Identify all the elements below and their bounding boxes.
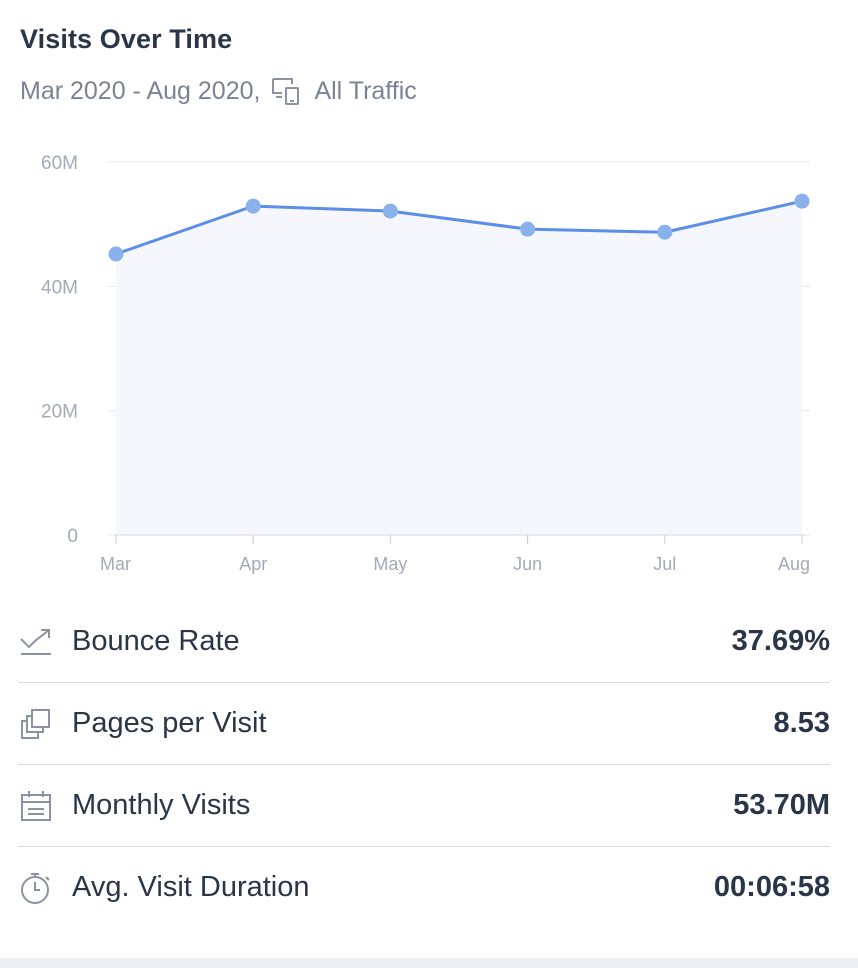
x-tick-label: May	[373, 554, 407, 574]
x-tick-label: Aug	[778, 554, 810, 574]
stopwatch-icon	[18, 870, 54, 906]
metric-label: Bounce Rate	[72, 625, 240, 657]
y-tick-label: 0	[67, 526, 78, 547]
metric-label: Pages per Visit	[72, 707, 267, 739]
metric-row-pages-per-visit: Pages per Visit 8.53	[18, 683, 830, 765]
metric-row-bounce-rate: Bounce Rate 37.69%	[18, 601, 830, 683]
pages-per-visit-icon	[18, 706, 54, 742]
metric-value: 8.53	[773, 707, 830, 739]
metric-value: 37.69%	[731, 625, 830, 657]
card-title: Visits Over Time	[20, 24, 233, 54]
metrics-list: Bounce Rate 37.69% Pages per Visit 8.53	[18, 601, 830, 928]
data-point	[108, 246, 124, 262]
devices-icon	[270, 76, 302, 106]
y-tick-label: 60M	[41, 153, 78, 174]
data-point	[520, 221, 536, 237]
x-tick-label: Jun	[513, 554, 542, 574]
data-point	[794, 193, 810, 209]
metric-row-avg-visit-duration: Avg. Visit Duration 00:06:58	[18, 847, 830, 928]
card-subtitle: Mar 2020 - Aug 2020, All Traffic	[20, 74, 417, 108]
metric-row-monthly-visits: Monthly Visits 53.70M	[18, 765, 830, 847]
x-tick-label: Jul	[653, 554, 676, 574]
y-tick-label: 40M	[41, 277, 78, 298]
traffic-label: All Traffic	[314, 76, 417, 105]
metric-label: Avg. Visit Duration	[72, 871, 310, 903]
date-range: Mar 2020 - Aug 2020,	[20, 76, 261, 105]
visits-line-chart: 0 20M 40M 60M Mar Apr May Jun Jul Aug	[41, 153, 810, 574]
data-point	[657, 224, 673, 240]
series-area	[116, 201, 802, 535]
metric-label: Monthly Visits	[72, 789, 251, 821]
data-point	[382, 203, 398, 219]
y-tick-label: 20M	[41, 402, 78, 423]
calendar-icon	[18, 788, 54, 824]
card-bottom-border	[0, 958, 858, 968]
metric-value: 53.70M	[733, 789, 830, 821]
data-point	[245, 198, 261, 214]
bounce-rate-icon	[18, 624, 54, 660]
x-tick-label: Apr	[239, 554, 267, 574]
metric-value: 00:06:58	[713, 871, 830, 903]
series-line	[115, 199, 803, 256]
x-tick-label: Mar	[100, 554, 131, 574]
